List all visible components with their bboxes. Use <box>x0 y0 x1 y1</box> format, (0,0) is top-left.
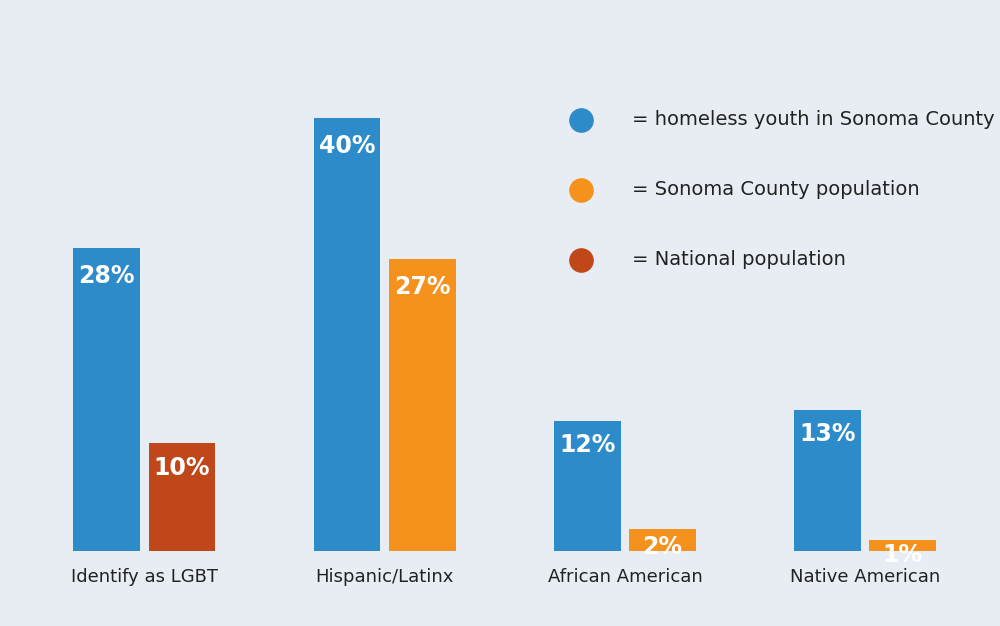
Text: 1%: 1% <box>883 543 923 567</box>
Bar <box>389 259 456 551</box>
Text: = Sonoma County population: = Sonoma County population <box>632 180 920 199</box>
Bar <box>314 118 380 551</box>
Point <box>257 540 273 550</box>
Text: = homeless youth in Sonoma County: = homeless youth in Sonoma County <box>632 110 995 129</box>
Bar <box>869 540 936 551</box>
Bar <box>554 421 621 551</box>
Text: 27%: 27% <box>394 275 451 299</box>
Text: 10%: 10% <box>154 456 210 480</box>
Text: 40%: 40% <box>319 134 375 158</box>
Bar <box>794 410 861 551</box>
Point <box>257 537 273 547</box>
Point <box>257 538 273 548</box>
Bar <box>149 443 215 551</box>
Text: 12%: 12% <box>559 433 615 457</box>
Text: = National population: = National population <box>632 250 846 269</box>
Bar <box>73 248 140 551</box>
Bar <box>629 529 696 551</box>
Text: 13%: 13% <box>799 422 856 446</box>
Text: 2%: 2% <box>642 535 682 558</box>
Text: 28%: 28% <box>79 264 135 288</box>
